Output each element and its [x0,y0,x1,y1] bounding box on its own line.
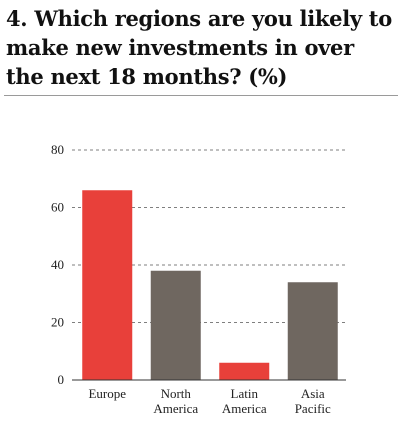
x-tick-label: Asia Pacific [295,386,331,416]
y-tick-label: 40 [51,257,64,272]
y-tick-label: 60 [51,200,64,215]
bar [219,362,270,380]
chart-title: 4. Which regions are you likely to make … [6,6,392,89]
bar [287,282,338,380]
y-tick-label: 80 [51,142,64,157]
x-tick-label: Europe [88,386,126,401]
x-tick-label: North America [153,386,198,416]
y-tick-label: 20 [51,315,64,330]
title-divider [4,95,398,96]
y-tick-label: 0 [58,372,65,387]
bar [150,270,201,380]
x-tick-label: Latin America [222,386,267,416]
bar [82,190,133,380]
